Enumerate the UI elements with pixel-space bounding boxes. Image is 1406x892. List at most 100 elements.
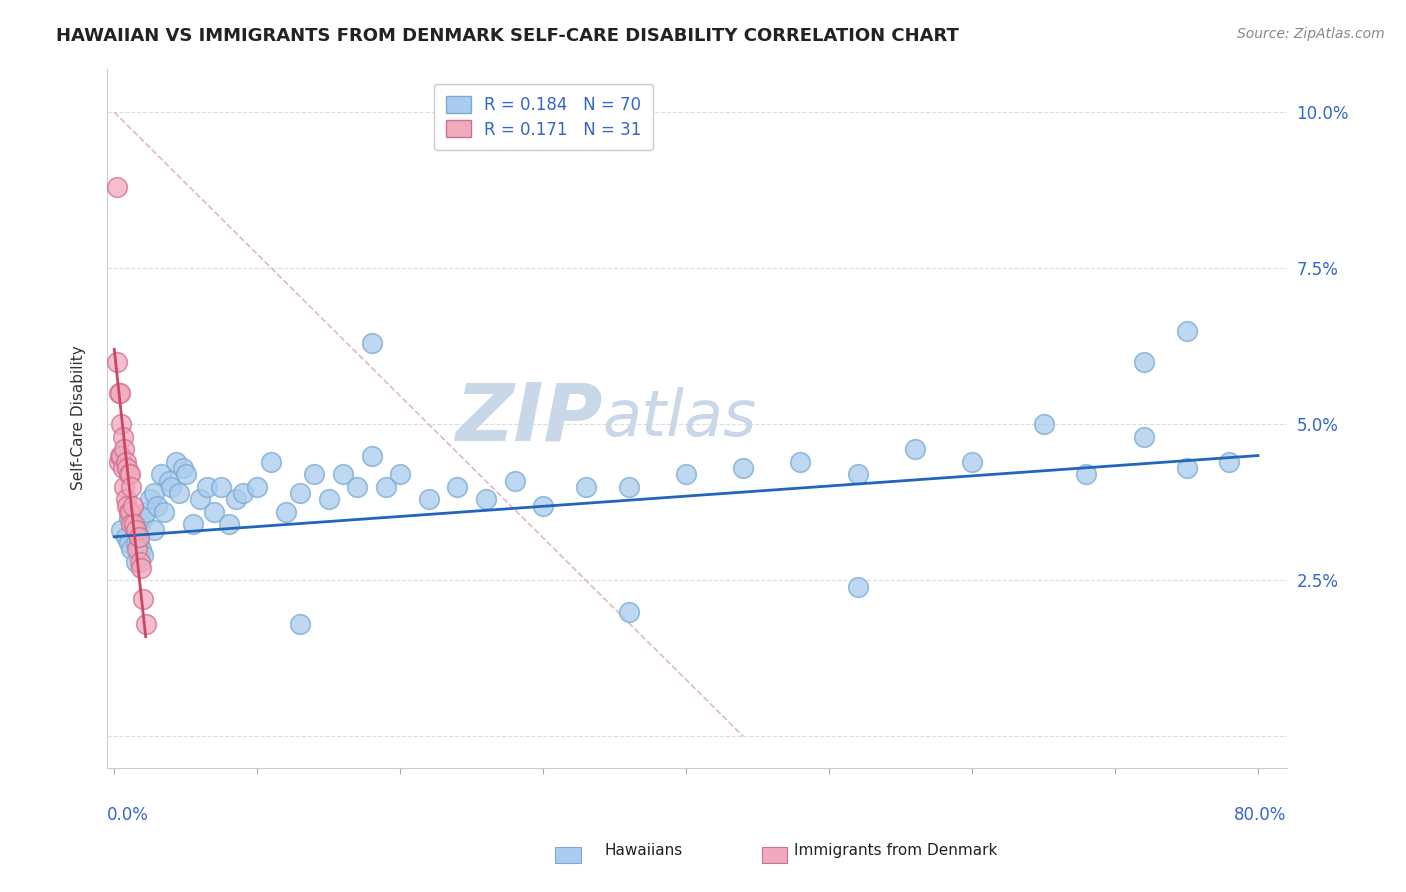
Text: Source: ZipAtlas.com: Source: ZipAtlas.com (1237, 27, 1385, 41)
Point (121, 499, 143, 513)
Point (318, 492, 340, 507)
Text: ZIP: ZIP (456, 379, 603, 457)
Point (132, 549, 155, 563)
Point (157, 474, 180, 488)
Point (202, 505, 225, 519)
Point (127, 542, 149, 557)
Point (112, 442, 135, 457)
Point (1132, 355, 1154, 369)
Point (475, 492, 498, 507)
Point (232, 486, 254, 500)
Point (1132, 430, 1154, 444)
Point (107, 386, 129, 401)
Point (503, 474, 526, 488)
Point (733, 461, 755, 475)
Point (246, 480, 269, 494)
Point (121, 517, 143, 532)
Point (111, 461, 134, 475)
Point (131, 542, 153, 557)
Point (446, 480, 468, 494)
Point (181, 517, 204, 532)
Point (114, 455, 136, 469)
Point (188, 492, 211, 507)
Point (139, 492, 162, 507)
Point (131, 561, 153, 575)
Text: Immigrants from Denmark: Immigrants from Denmark (794, 843, 998, 858)
Point (124, 555, 146, 569)
Point (617, 605, 640, 619)
Point (389, 467, 412, 482)
Point (112, 480, 135, 494)
Point (332, 467, 354, 482)
Point (143, 524, 166, 538)
Point (360, 336, 382, 351)
Point (211, 480, 233, 494)
Point (117, 467, 139, 482)
Point (846, 580, 869, 594)
Point (153, 505, 176, 519)
Point (150, 467, 173, 482)
Text: 0.0%: 0.0% (107, 806, 149, 824)
Y-axis label: Self-Care Disability: Self-Care Disability (72, 346, 86, 491)
Point (675, 467, 697, 482)
Point (160, 480, 183, 494)
Point (110, 524, 132, 538)
Point (120, 517, 142, 532)
Point (114, 492, 136, 507)
Point (174, 467, 197, 482)
Point (110, 417, 132, 432)
Point (129, 517, 152, 532)
Point (846, 467, 869, 482)
Point (274, 505, 297, 519)
Point (135, 505, 157, 519)
Point (128, 530, 150, 544)
Point (115, 499, 138, 513)
Point (114, 530, 136, 544)
Point (1076, 467, 1098, 482)
Point (111, 430, 134, 444)
Point (117, 511, 139, 525)
Point (143, 486, 166, 500)
Point (128, 536, 150, 550)
Text: Hawaiians: Hawaiians (605, 843, 683, 858)
Point (120, 542, 142, 557)
Point (225, 492, 247, 507)
Point (360, 449, 382, 463)
Point (165, 455, 187, 469)
Point (617, 480, 640, 494)
Point (132, 511, 155, 525)
Point (531, 499, 554, 513)
Text: atlas: atlas (603, 387, 756, 449)
Legend: R = 0.184   N = 70, R = 0.171   N = 31: R = 0.184 N = 70, R = 0.171 N = 31 (434, 84, 652, 150)
Point (260, 455, 283, 469)
Point (288, 486, 311, 500)
Text: HAWAIIAN VS IMMIGRANTS FROM DENMARK SELF-CARE DISABILITY CORRELATION CHART: HAWAIIAN VS IMMIGRANTS FROM DENMARK SELF… (56, 27, 959, 45)
Point (1032, 417, 1054, 432)
Point (960, 455, 983, 469)
Point (110, 449, 132, 463)
Point (575, 480, 598, 494)
Text: 80.0%: 80.0% (1234, 806, 1286, 824)
Point (418, 492, 440, 507)
Point (167, 486, 190, 500)
Point (1175, 461, 1198, 475)
Point (118, 467, 141, 482)
Point (124, 536, 146, 550)
Point (118, 505, 141, 519)
Point (117, 536, 139, 550)
Point (127, 524, 149, 538)
Point (108, 386, 131, 401)
Point (105, 180, 128, 194)
Point (218, 517, 240, 532)
Point (115, 461, 138, 475)
Point (1218, 455, 1240, 469)
Point (122, 517, 145, 532)
Point (195, 480, 218, 494)
Point (124, 524, 146, 538)
Point (346, 480, 368, 494)
Point (132, 592, 155, 607)
Point (135, 617, 157, 632)
Point (117, 505, 139, 519)
Point (374, 480, 396, 494)
Point (105, 355, 128, 369)
